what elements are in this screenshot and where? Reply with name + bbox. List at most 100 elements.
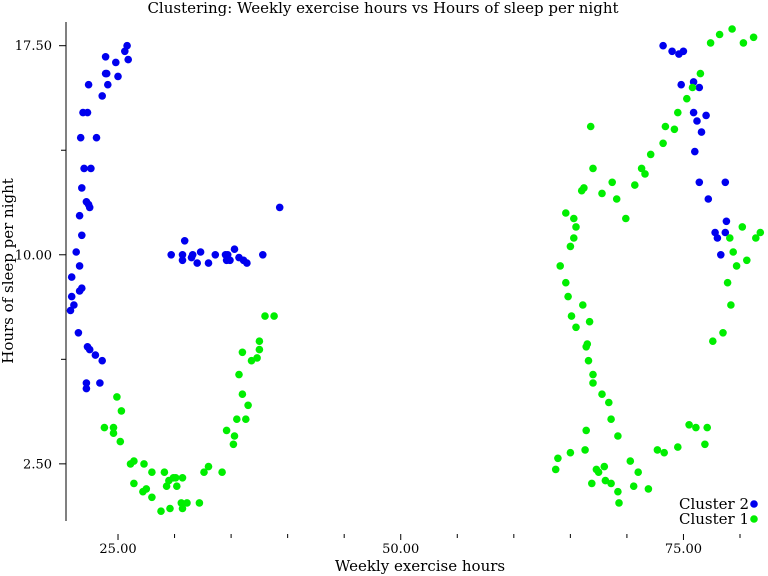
data-point [739,39,748,47]
data-point [580,184,588,192]
data-point [67,292,76,301]
data-point [581,446,589,454]
data-point [242,415,250,424]
data-point [148,468,156,477]
data-point [683,94,691,103]
data-point [114,72,122,81]
data-point [721,228,730,237]
data-point [255,337,264,346]
data-point [87,164,95,173]
data-point [113,393,121,401]
data-point [570,234,578,242]
data-point [229,440,238,449]
data-point [697,128,706,136]
data-point [200,468,208,477]
data-point [661,122,670,131]
data-point [173,482,181,491]
data-point [218,468,226,477]
data-point [726,234,734,242]
x-tick-label: 25.00 [99,542,136,557]
data-point [598,189,606,198]
x-axis-ticks: 25.00 50.00 75.00 [99,534,741,557]
data-point [117,407,126,415]
data-point [78,284,86,293]
data-point [582,426,590,435]
data-point [715,30,724,39]
data-point [688,83,697,92]
data-point [180,237,189,245]
data-point [607,415,615,424]
data-point [204,462,213,471]
data-point [275,203,284,212]
data-point [670,125,679,134]
data-point [691,147,699,156]
data-point [702,111,710,120]
data-point [243,259,251,267]
data-point [641,170,649,178]
data-point [238,348,247,357]
y-axis-ticks: 2.50 10.00 17.50 [15,39,66,472]
data-point [82,198,91,206]
data-point [259,251,267,259]
data-point [695,83,704,92]
legend-marker [750,500,758,508]
data-point [222,426,231,435]
data-point [238,390,247,399]
data-point [226,256,234,265]
legend-marker [750,515,758,523]
data-point [564,292,572,301]
data-point [178,256,187,265]
data-point [556,262,564,270]
data-point [244,401,252,410]
data-point [589,379,597,387]
data-point [76,133,85,142]
data-point [91,351,100,359]
data-point [674,443,682,451]
data-point [80,164,88,173]
data-point [178,251,187,259]
data-point [637,164,646,173]
data-point [140,460,148,468]
data-point [116,437,125,446]
data-point [567,312,576,320]
data-point [701,440,709,449]
data-point [247,356,256,365]
x-tick-label: 50.00 [382,542,419,557]
data-point [612,195,621,203]
data-point [728,25,736,33]
data-point [583,340,592,348]
data-point [148,493,156,502]
data-point [233,415,241,424]
data-point [644,485,653,493]
data-point [659,139,667,148]
data-point [109,423,118,432]
data-point [551,465,560,474]
data-point [660,448,668,457]
data-point [703,423,711,432]
data-point [727,301,735,309]
data-points [66,25,765,515]
data-point [594,468,603,477]
data-point [674,108,682,117]
data-point [188,251,197,259]
data-point [255,345,264,354]
data-point [70,301,78,309]
data-point [601,476,610,485]
data-point [193,259,201,267]
data-point [75,262,84,270]
data-point [178,474,187,482]
data-point [253,354,261,362]
data-point [130,479,138,488]
data-point [230,245,239,253]
data-point [653,446,662,454]
data-point [723,278,732,287]
data-point [98,92,106,100]
legend-label: Cluster 1 [679,510,749,528]
y-tick-label: 10.00 [15,248,52,263]
data-point [66,306,75,315]
y-tick-label: 2.50 [23,457,52,472]
data-point [572,323,580,332]
data-point [562,278,570,287]
data-point [92,133,101,142]
